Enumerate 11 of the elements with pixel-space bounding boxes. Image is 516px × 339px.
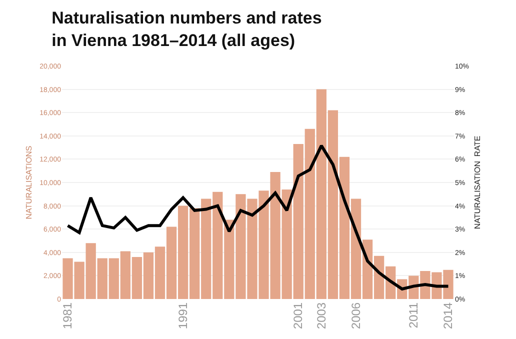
x-tick-label: 1981 bbox=[60, 302, 75, 330]
x-tick-label: 1991 bbox=[176, 302, 190, 330]
y-axis-title: NATURALISATIONS bbox=[24, 146, 34, 220]
line-series bbox=[66, 144, 450, 290]
x-tick-label: 2011 bbox=[406, 302, 421, 328]
x-tick-label: 2001 bbox=[291, 302, 306, 330]
y2-axis-title: NATURALISATION RATE bbox=[473, 136, 482, 230]
x-tick-label: 2014 bbox=[441, 302, 456, 330]
x-tick-label: 2003 bbox=[314, 302, 328, 330]
x-tick-label: 2006 bbox=[348, 302, 363, 330]
chart-title: Naturalisation numbers and rates in Vienna 1981–2014 (all ages) bbox=[52, 8, 322, 50]
